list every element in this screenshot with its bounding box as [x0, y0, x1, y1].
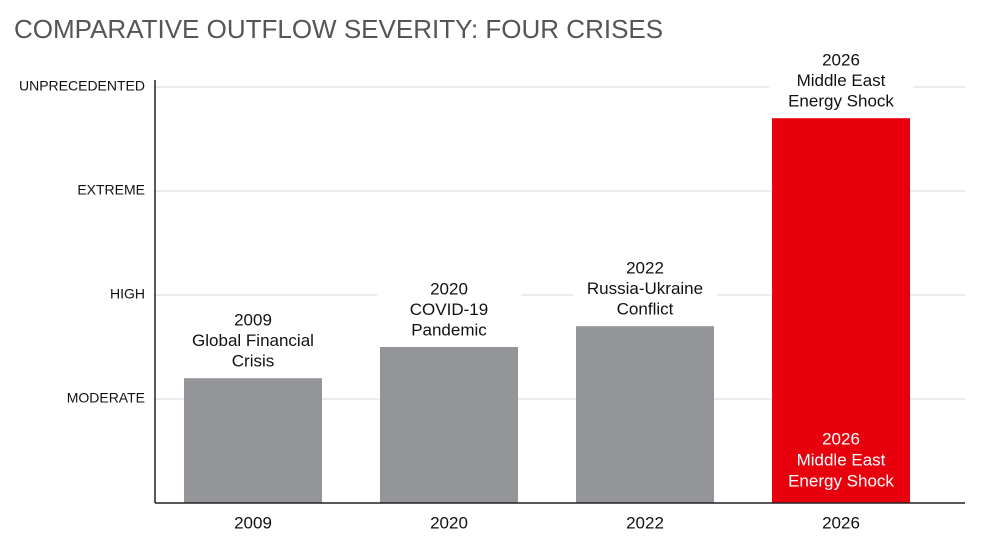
annotation-background	[181, 309, 325, 375]
annotation: Crisis	[232, 352, 275, 371]
annotation: 2020	[430, 279, 468, 298]
annotation: Energy Shock	[788, 92, 894, 111]
bar	[576, 326, 714, 503]
x-tick-label: 2022	[626, 513, 664, 532]
y-tick-label: MODERATE	[67, 390, 145, 406]
annotation: Russia-Ukraine	[587, 279, 703, 298]
y-tick-label: UNPRECEDENTED	[19, 78, 145, 94]
annotation-background	[377, 278, 521, 343]
x-tick-label: 2026	[822, 513, 860, 532]
annotation: COVID-19	[410, 300, 488, 319]
y-tick-label: HIGH	[110, 286, 145, 302]
bar	[772, 118, 910, 503]
annotation: 2022	[626, 259, 664, 278]
chart-title: COMPARATIVE OUTFLOW SEVERITY: FOUR CRISE…	[14, 14, 663, 44]
x-tick-label: 2009	[234, 513, 272, 532]
x-tick-label: 2020	[430, 513, 468, 532]
annotation: 2009	[234, 311, 272, 330]
y-tick-label: EXTREME	[77, 182, 145, 198]
annotation: Pandemic	[411, 320, 487, 339]
inside-label: Middle East	[797, 450, 886, 469]
annotation: Middle East	[797, 71, 886, 90]
annotation: Conflict	[617, 300, 674, 319]
annotation-background	[769, 49, 913, 115]
bar	[184, 378, 322, 503]
annotation-background	[573, 257, 717, 323]
annotation: Global Financial	[192, 331, 314, 350]
bar	[380, 347, 518, 503]
inside-label: Energy Shock	[788, 471, 894, 490]
annotation: 2026	[822, 51, 860, 70]
inside-label: 2026	[822, 429, 860, 448]
